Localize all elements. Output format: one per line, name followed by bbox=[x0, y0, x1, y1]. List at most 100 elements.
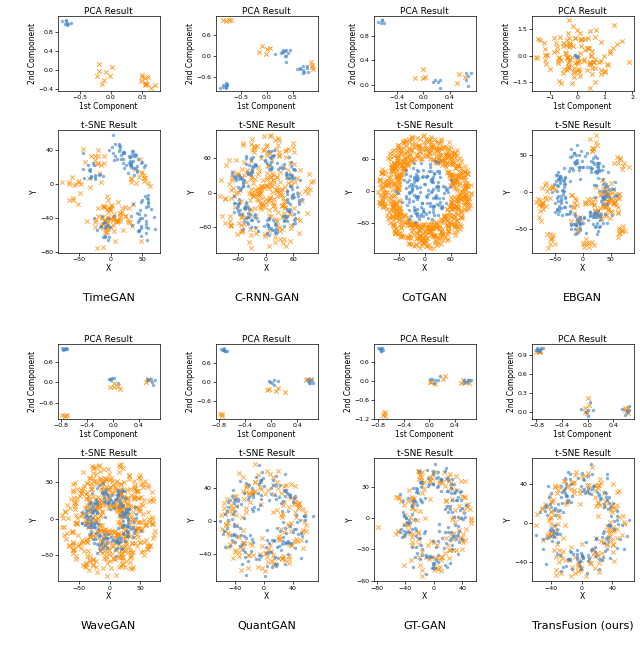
Point bbox=[95, 546, 105, 556]
Point bbox=[430, 562, 440, 573]
Point bbox=[98, 218, 108, 228]
Point bbox=[429, 209, 439, 220]
Point bbox=[566, 547, 576, 558]
Point bbox=[444, 170, 454, 180]
Point bbox=[125, 216, 135, 227]
Point bbox=[595, 69, 605, 79]
Point bbox=[410, 219, 420, 229]
Point bbox=[100, 554, 111, 565]
Point bbox=[305, 378, 316, 388]
Point bbox=[582, 148, 592, 159]
Point bbox=[439, 142, 449, 152]
Point bbox=[84, 490, 94, 501]
Point bbox=[571, 51, 581, 62]
Point bbox=[141, 79, 152, 90]
Point bbox=[557, 185, 568, 196]
Point bbox=[393, 142, 403, 152]
Point bbox=[380, 166, 390, 176]
Point bbox=[531, 530, 541, 540]
Point bbox=[396, 227, 406, 238]
Point bbox=[566, 219, 577, 229]
Point bbox=[250, 476, 260, 487]
Point bbox=[286, 493, 296, 503]
Point bbox=[624, 161, 634, 172]
Point bbox=[276, 184, 287, 194]
Point bbox=[272, 190, 282, 201]
Point bbox=[106, 532, 116, 542]
Point bbox=[438, 142, 448, 152]
Point bbox=[300, 511, 310, 521]
Point bbox=[399, 529, 409, 539]
Point bbox=[108, 499, 118, 509]
Point bbox=[124, 541, 134, 552]
Point bbox=[452, 214, 462, 225]
Point bbox=[243, 480, 253, 490]
Point bbox=[104, 203, 115, 213]
Point bbox=[412, 233, 422, 244]
Point bbox=[218, 345, 228, 356]
Point bbox=[597, 193, 607, 203]
Point bbox=[444, 137, 454, 148]
Point bbox=[240, 203, 250, 214]
Point bbox=[288, 497, 298, 508]
Point bbox=[598, 196, 608, 207]
Point bbox=[57, 343, 67, 354]
Point bbox=[117, 558, 127, 569]
Point bbox=[598, 193, 609, 203]
Point bbox=[223, 515, 233, 526]
Text: C-RNN-GAN: C-RNN-GAN bbox=[234, 292, 300, 302]
Point bbox=[67, 526, 77, 537]
Title: t-SNE Result: t-SNE Result bbox=[397, 449, 452, 458]
Point bbox=[113, 523, 124, 533]
Point bbox=[569, 476, 579, 487]
Point bbox=[446, 176, 456, 187]
Point bbox=[383, 152, 393, 162]
Point bbox=[233, 168, 243, 179]
Y-axis label: 2nd Component: 2nd Component bbox=[344, 351, 353, 412]
Point bbox=[67, 172, 77, 183]
Point bbox=[593, 172, 604, 183]
Point bbox=[126, 157, 136, 167]
Point bbox=[254, 166, 264, 177]
Point bbox=[246, 230, 256, 240]
Point bbox=[601, 186, 611, 196]
Point bbox=[557, 552, 567, 563]
Point bbox=[552, 186, 563, 196]
Point bbox=[412, 500, 422, 510]
Point bbox=[424, 165, 435, 176]
Point bbox=[420, 493, 430, 504]
Point bbox=[397, 196, 407, 207]
Point bbox=[100, 540, 110, 551]
Point bbox=[570, 224, 580, 234]
Point bbox=[373, 187, 383, 197]
Point bbox=[449, 183, 459, 193]
Point bbox=[90, 469, 100, 479]
Point bbox=[434, 157, 444, 168]
Point bbox=[244, 237, 254, 248]
Point bbox=[431, 216, 441, 227]
Point bbox=[109, 494, 120, 504]
Point bbox=[445, 159, 455, 169]
Point bbox=[582, 487, 592, 497]
Point bbox=[90, 521, 100, 532]
Point bbox=[257, 198, 267, 209]
Point bbox=[306, 375, 316, 385]
Point bbox=[434, 222, 444, 233]
Point bbox=[113, 528, 123, 538]
Point bbox=[104, 374, 114, 384]
Point bbox=[407, 540, 417, 551]
Point bbox=[602, 181, 612, 192]
Point bbox=[238, 181, 248, 191]
Point bbox=[216, 411, 227, 421]
Point bbox=[140, 520, 150, 530]
Point bbox=[420, 233, 431, 243]
Point bbox=[451, 534, 461, 544]
Point bbox=[445, 180, 455, 190]
Point bbox=[223, 527, 233, 538]
Point bbox=[301, 183, 312, 193]
Point bbox=[231, 531, 241, 541]
Point bbox=[390, 150, 400, 160]
Point bbox=[271, 561, 282, 571]
Point bbox=[245, 188, 255, 198]
Point bbox=[404, 181, 414, 191]
